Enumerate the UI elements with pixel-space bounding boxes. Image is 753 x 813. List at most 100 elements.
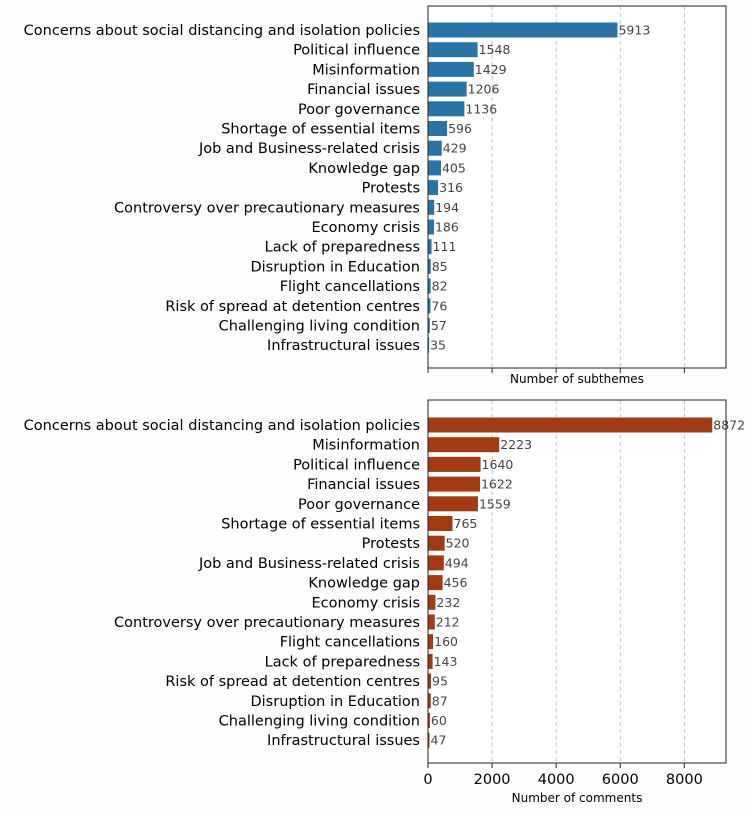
comments-value-label: 1559 bbox=[479, 496, 511, 511]
subthemes-bar bbox=[428, 22, 618, 38]
subthemes-bar bbox=[428, 180, 439, 196]
subthemes-category-label: Poor governance bbox=[298, 102, 420, 118]
comments-value-label: 456 bbox=[444, 575, 468, 590]
subthemes-category-label: Job and Business-related crisis bbox=[198, 141, 420, 157]
subthemes-category-label: Political influence bbox=[293, 43, 420, 59]
subthemes-category-label: Shortage of essential items bbox=[221, 122, 420, 138]
subthemes-bar bbox=[428, 101, 465, 117]
subthemes-axes-frame bbox=[427, 5, 727, 369]
subthemes-category-label: Concerns about social distancing and iso… bbox=[24, 23, 420, 39]
subthemes-category-label: Misinformation bbox=[312, 62, 420, 78]
comments-value-label: 520 bbox=[446, 536, 470, 551]
comments-value-label: 212 bbox=[436, 615, 460, 630]
comments-category-label: Financial issues bbox=[307, 477, 420, 493]
subthemes-value-label: 1136 bbox=[465, 101, 497, 116]
subthemes-value-label: 194 bbox=[435, 200, 459, 215]
subthemes-category-label: Protests bbox=[362, 181, 420, 197]
subthemes-value-label: 85 bbox=[432, 259, 448, 274]
comments-bar bbox=[428, 594, 436, 610]
comments-bar bbox=[428, 535, 445, 551]
comments-x-tick-label: 2000 bbox=[474, 772, 511, 788]
subthemes-x-axis-title: Number of subthemes bbox=[510, 372, 644, 386]
comments-bar bbox=[428, 555, 444, 571]
comments-value-label: 87 bbox=[432, 693, 448, 708]
subthemes-plot-area bbox=[428, 6, 726, 368]
comments-bar bbox=[428, 516, 453, 531]
comments-x-tick-label: 6000 bbox=[602, 772, 639, 788]
subthemes-value-label: 57 bbox=[431, 318, 447, 333]
subthemes-bar bbox=[428, 239, 432, 255]
subthemes-bar bbox=[428, 42, 478, 58]
comments-category-label: Challenging living condition bbox=[219, 714, 420, 730]
comments-bar bbox=[428, 437, 500, 453]
comments-bar bbox=[428, 713, 430, 728]
comments-category-label: Economy crisis bbox=[312, 595, 420, 611]
comments-category-label: Protests bbox=[362, 536, 420, 552]
comments-x-tick-label: 4000 bbox=[538, 772, 575, 788]
comments-value-label: 232 bbox=[436, 595, 460, 610]
comments-value-label: 494 bbox=[445, 555, 469, 570]
subthemes-category-label: Flight cancellations bbox=[280, 279, 420, 295]
comments-bar bbox=[428, 634, 434, 650]
subthemes-category-label: Financial issues bbox=[307, 82, 420, 98]
subthemes-bar bbox=[428, 318, 430, 333]
subthemes-category-label: Knowledge gap bbox=[308, 161, 420, 177]
comments-bar bbox=[428, 732, 430, 748]
subthemes-category-label: Lack of preparedness bbox=[265, 240, 420, 256]
subthemes-category-label: Challenging living condition bbox=[219, 319, 420, 335]
subthemes-category-label: Economy crisis bbox=[312, 220, 420, 236]
comments-x-axis-title: Number of comments bbox=[512, 791, 643, 805]
comments-category-label: Infrastructural issues bbox=[267, 733, 420, 749]
comments-value-label: 8872 bbox=[713, 418, 745, 433]
subthemes-value-label: 76 bbox=[431, 298, 447, 313]
subthemes-category-label: Disruption in Education bbox=[250, 259, 420, 275]
subthemes-value-label: 1548 bbox=[479, 42, 511, 57]
comments-value-label: 47 bbox=[431, 733, 447, 748]
comments-x-tick-label: 0 bbox=[423, 772, 432, 788]
subthemes-value-label: 1429 bbox=[475, 62, 507, 77]
subthemes-bar bbox=[428, 298, 431, 314]
comments-bar bbox=[428, 653, 433, 669]
comments-value-label: 2223 bbox=[500, 437, 532, 452]
comments-category-label: Controversy over precautionary measures bbox=[114, 615, 420, 631]
comments-category-label: Political influence bbox=[293, 457, 420, 473]
comments-bar bbox=[428, 417, 713, 433]
comments-category-label: Risk of spread at detention centres bbox=[165, 674, 420, 690]
comments-bar bbox=[428, 614, 435, 630]
subthemes-bar bbox=[428, 278, 431, 294]
comments-value-label: 143 bbox=[434, 654, 458, 669]
comments-value-label: 1622 bbox=[481, 477, 513, 492]
comments-plot-area bbox=[428, 400, 726, 763]
comments-axes-frame bbox=[427, 399, 727, 764]
subthemes-value-label: 405 bbox=[442, 160, 466, 175]
subthemes-bar bbox=[428, 337, 430, 353]
subthemes-value-label: 35 bbox=[430, 338, 446, 353]
subthemes-bar bbox=[428, 61, 474, 77]
subthemes-bar bbox=[428, 219, 434, 235]
subthemes-category-label: Controversy over precautionary measures bbox=[114, 200, 420, 216]
comments-category-label: Misinformation bbox=[312, 438, 420, 454]
comments-bar bbox=[428, 673, 432, 689]
subthemes-category-label: Risk of spread at detention centres bbox=[165, 299, 420, 315]
comments-category-label: Job and Business-related crisis bbox=[198, 556, 420, 572]
subthemes-bar bbox=[428, 160, 441, 176]
subthemes-value-label: 1206 bbox=[468, 82, 500, 97]
subthemes-bar bbox=[428, 121, 448, 136]
subthemes-value-label: 82 bbox=[432, 279, 448, 294]
comments-value-label: 160 bbox=[434, 634, 458, 649]
subthemes-value-label: 316 bbox=[439, 180, 463, 195]
comments-bar bbox=[428, 693, 431, 709]
comments-x-tick-label: 8000 bbox=[666, 772, 703, 788]
subthemes-bar bbox=[428, 199, 435, 215]
comments-bar bbox=[428, 456, 481, 472]
subthemes-bar bbox=[428, 258, 431, 274]
comments-category-label: Disruption in Education bbox=[250, 694, 420, 710]
subthemes-bar bbox=[428, 81, 467, 97]
subthemes-category-label: Infrastructural issues bbox=[267, 338, 420, 354]
comments-category-label: Poor governance bbox=[298, 497, 420, 513]
comments-category-label: Lack of preparedness bbox=[265, 654, 420, 670]
comments-category-label: Flight cancellations bbox=[280, 635, 420, 651]
subthemes-value-label: 596 bbox=[448, 121, 472, 136]
subthemes-value-label: 186 bbox=[435, 220, 459, 235]
